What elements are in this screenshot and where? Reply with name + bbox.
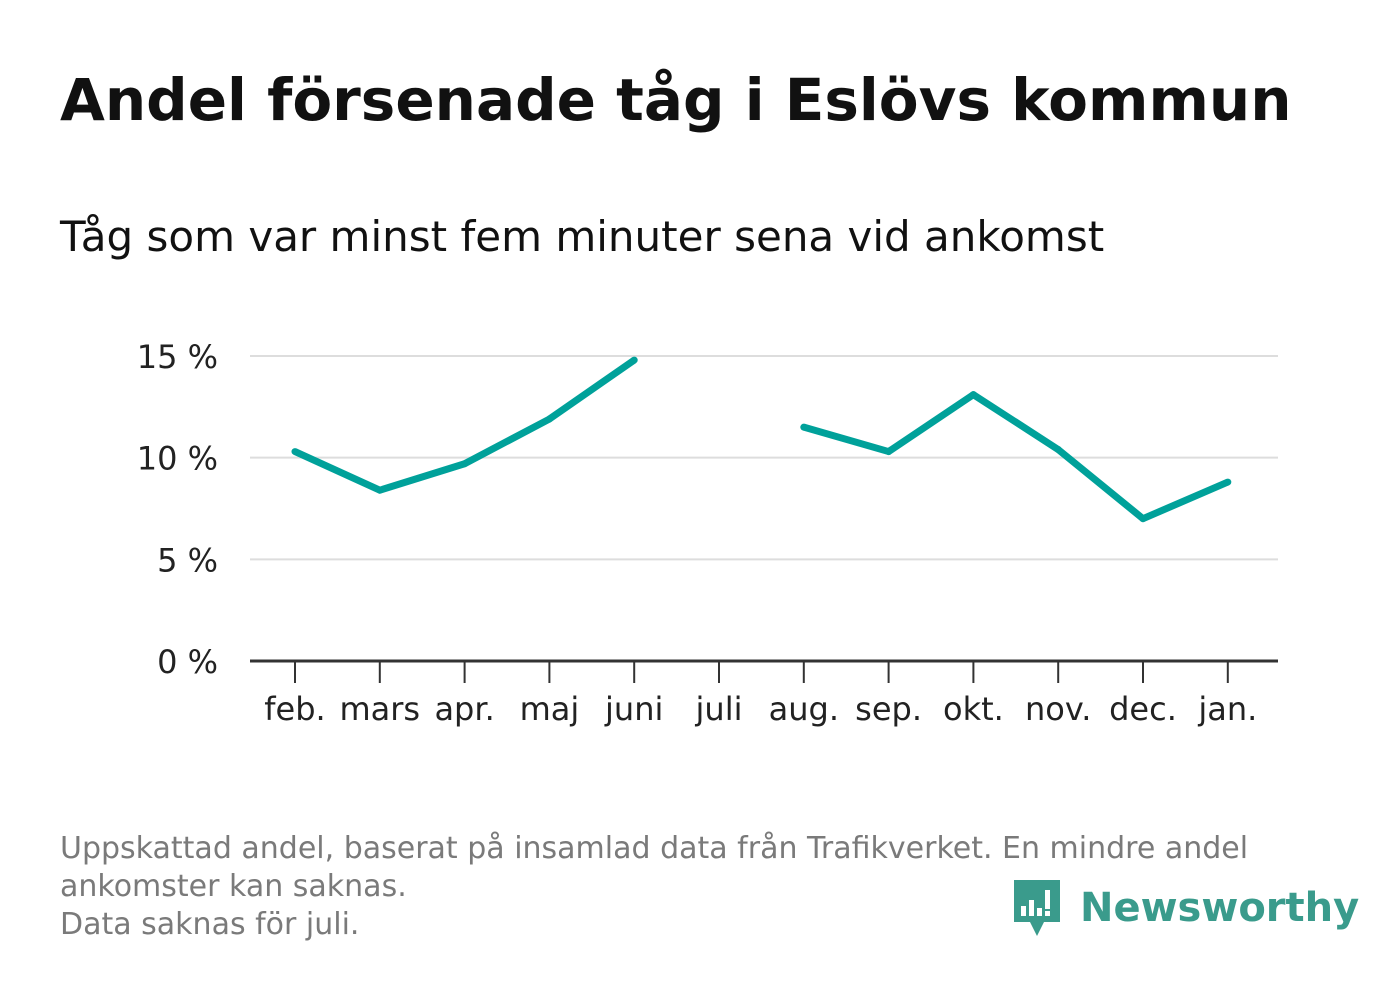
- x-axis-ticks: feb. mars apr. maj juni juli aug. sep. okt. nov. d…: [264, 661, 1257, 728]
- x-tick-label: maj: [520, 690, 580, 728]
- x-tick-label: feb.: [264, 690, 325, 728]
- x-tick-label: nov.: [1025, 690, 1091, 728]
- newsworthy-logo-icon: [1014, 880, 1060, 936]
- chart-subtitle: Tåg som var minst fem minuter sena vid a…: [60, 212, 1105, 261]
- x-tick-label: juni: [604, 690, 663, 728]
- data-point: [969, 391, 977, 399]
- series-segment: [293, 357, 637, 494]
- y-axis-ticks: 0 % 5 % 10 % 15 %: [137, 338, 218, 681]
- data-point: [1224, 478, 1232, 486]
- y-tick-label: 15 %: [137, 338, 218, 376]
- chart-title: Andel försenade tåg i Eslövs kommun: [60, 66, 1292, 134]
- y-tick-label: 5 %: [157, 541, 218, 579]
- data-point: [291, 448, 299, 456]
- x-tick-label: apr.: [434, 690, 494, 728]
- footnote-line: Uppskattad andel, baserat på insamlad da…: [60, 831, 1249, 866]
- data-point: [461, 460, 469, 468]
- x-tick-label: juli: [695, 690, 743, 728]
- series-line: [291, 356, 1232, 523]
- series-segment: [802, 391, 1230, 523]
- x-tick-label: dec.: [1109, 690, 1177, 728]
- footnote-line: ankomster kan saknas.: [60, 869, 407, 904]
- data-point: [630, 356, 638, 364]
- footnote-line: Data saknas för juli.: [60, 907, 360, 942]
- data-point: [800, 423, 808, 431]
- data-point: [1054, 446, 1062, 454]
- x-tick-label: aug.: [769, 690, 839, 728]
- data-point: [376, 486, 384, 494]
- brand-name: Newsworthy: [1080, 885, 1360, 931]
- data-point: [545, 415, 553, 423]
- footnote: Uppskattad andel, baserat på insamlad da…: [60, 830, 1310, 944]
- y-tick-label: 0 %: [157, 643, 218, 681]
- x-tick-label: sep.: [855, 690, 922, 728]
- x-tick-label: jan.: [1197, 690, 1257, 728]
- brand: Newsworthy: [1012, 878, 1359, 938]
- data-point: [1139, 515, 1147, 523]
- x-tick-label: mars: [339, 690, 420, 728]
- y-tick-label: 10 %: [137, 440, 218, 478]
- x-tick-label: okt.: [943, 690, 1004, 728]
- data-point: [885, 448, 893, 456]
- gridlines: [250, 355, 1278, 561]
